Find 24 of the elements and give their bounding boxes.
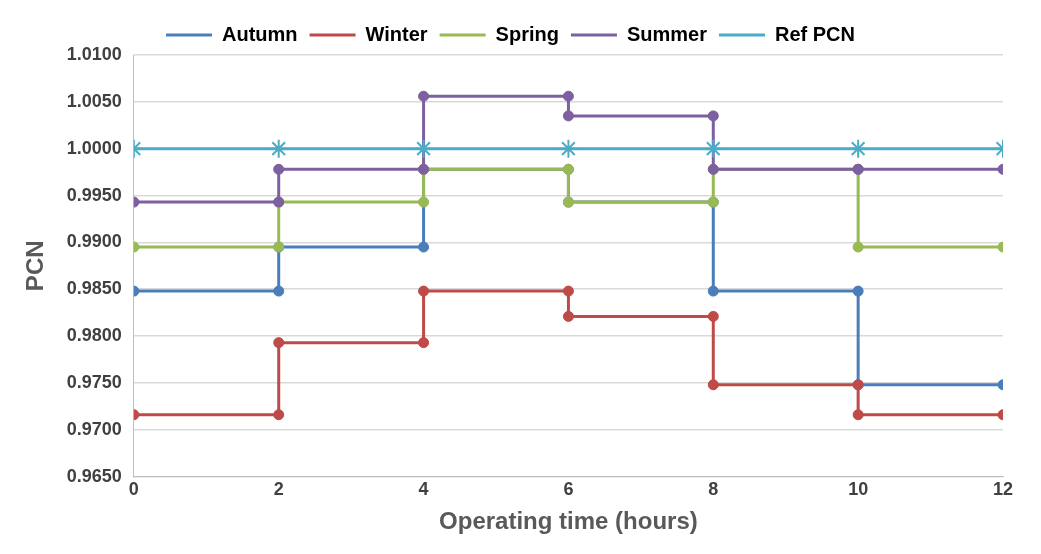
- y-tick-label: 0.9750: [66, 371, 122, 392]
- legend-label: Winter: [365, 22, 428, 45]
- legend-label: Spring: [495, 22, 559, 45]
- x-tick-label: 10: [848, 479, 869, 500]
- y-tick-label: 0.9850: [66, 278, 122, 299]
- y-tick-label: 0.9950: [66, 184, 122, 205]
- x-tick-label: 4: [418, 479, 429, 500]
- x-tick-label: 2: [273, 479, 284, 500]
- y-tick-label: 0.9900: [66, 231, 122, 252]
- y-axis-title: PCN: [21, 240, 49, 292]
- legend-label: Summer: [626, 22, 708, 45]
- x-tick-label: 6: [563, 479, 574, 500]
- y-tick-label: 0.9650: [66, 465, 122, 486]
- legend-label: Autumn: [222, 22, 298, 45]
- y-tick-label: 1.0100: [66, 43, 122, 64]
- y-tick-label: 1.0050: [66, 90, 122, 111]
- legend-label: Ref PCN: [774, 22, 855, 45]
- x-tick-label: 8: [708, 479, 719, 500]
- y-tick-label: 1.0000: [66, 137, 122, 158]
- y-tick-label: 0.9800: [66, 325, 122, 346]
- x-tick-label: 0: [128, 479, 139, 500]
- x-axis-title: Operating time (hours): [439, 507, 698, 535]
- y-tick-label: 0.9700: [66, 418, 122, 439]
- x-tick-label: 12: [992, 479, 1014, 500]
